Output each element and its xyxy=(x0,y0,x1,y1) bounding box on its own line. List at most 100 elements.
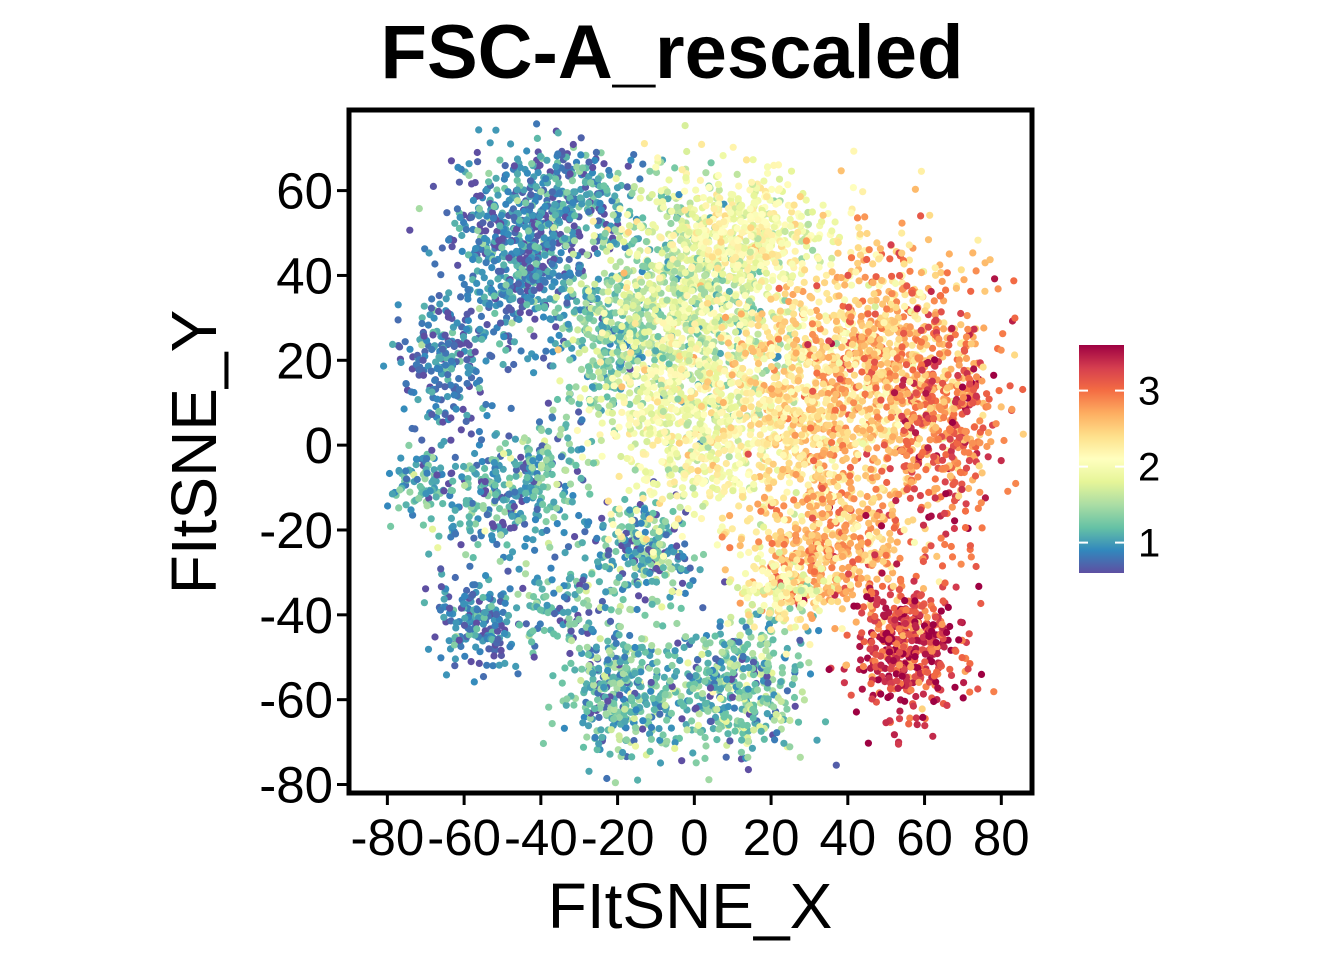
data-point xyxy=(647,410,656,418)
data-point xyxy=(716,622,724,631)
data-point xyxy=(405,441,413,449)
data-point xyxy=(659,343,667,351)
data-point xyxy=(447,514,455,523)
data-point xyxy=(699,436,707,444)
data-point xyxy=(797,212,806,220)
data-point xyxy=(536,606,545,614)
data-point xyxy=(539,313,548,321)
data-point xyxy=(714,248,723,256)
data-point xyxy=(483,321,491,329)
data-point xyxy=(601,349,609,357)
data-point xyxy=(754,216,762,224)
data-point xyxy=(481,608,489,617)
data-point xyxy=(569,199,577,207)
data-point xyxy=(544,241,552,249)
data-point xyxy=(668,354,676,362)
data-point xyxy=(515,621,524,629)
data-point xyxy=(491,481,499,489)
data-point xyxy=(574,228,583,236)
data-point xyxy=(528,638,536,646)
data-point xyxy=(459,333,468,341)
data-point xyxy=(749,714,757,722)
data-point xyxy=(827,261,835,269)
data-point xyxy=(739,652,747,661)
data-point xyxy=(427,515,435,523)
data-point xyxy=(702,238,711,246)
data-point xyxy=(595,191,603,199)
data-point xyxy=(437,271,445,279)
data-point xyxy=(658,249,666,257)
data-point xyxy=(500,333,508,341)
data-point xyxy=(513,186,521,194)
data-point xyxy=(600,683,608,691)
data-point xyxy=(559,608,567,617)
data-point xyxy=(756,641,764,649)
data-point xyxy=(564,320,572,328)
data-point xyxy=(678,334,686,342)
data-point xyxy=(585,208,593,216)
data-point xyxy=(463,411,471,419)
data-point xyxy=(586,490,594,498)
data-point xyxy=(445,289,453,297)
data-point xyxy=(630,183,638,191)
data-point xyxy=(604,697,612,705)
data-point xyxy=(732,292,740,300)
data-point xyxy=(537,426,546,434)
data-point xyxy=(464,285,472,294)
data-point xyxy=(749,156,757,164)
data-point xyxy=(595,383,603,391)
data-point xyxy=(625,523,633,531)
data-point xyxy=(696,372,704,380)
data-point xyxy=(639,450,648,458)
data-point xyxy=(488,209,496,217)
data-point xyxy=(621,717,629,726)
data-point xyxy=(439,500,447,508)
data-point xyxy=(407,506,415,514)
data-point xyxy=(515,565,523,573)
data-point xyxy=(497,531,505,539)
data-point xyxy=(658,363,666,371)
data-point xyxy=(549,406,557,414)
data-point xyxy=(548,576,556,584)
data-point xyxy=(519,584,527,593)
data-point xyxy=(482,227,490,235)
data-point xyxy=(591,733,599,742)
data-point xyxy=(504,188,512,196)
data-point xyxy=(505,480,513,488)
data-point xyxy=(668,207,676,215)
data-point xyxy=(512,662,520,671)
data-point xyxy=(718,648,726,656)
data-point xyxy=(444,309,452,317)
data-point xyxy=(465,513,473,521)
data-point xyxy=(402,475,411,483)
data-point xyxy=(487,286,495,294)
data-point xyxy=(561,513,569,521)
data-point xyxy=(697,402,706,410)
data-point xyxy=(456,350,464,358)
data-point xyxy=(583,643,591,651)
data-point xyxy=(602,588,610,596)
data-point xyxy=(640,476,649,484)
data-point xyxy=(436,354,444,363)
data-point xyxy=(531,315,539,323)
data-point xyxy=(456,520,464,528)
data-point xyxy=(627,443,635,451)
data-point xyxy=(488,352,496,360)
data-point xyxy=(697,454,706,462)
data-point xyxy=(794,718,803,726)
data-point xyxy=(471,348,479,356)
data-point xyxy=(541,202,549,211)
data-point xyxy=(696,176,705,184)
data-point xyxy=(429,331,437,339)
data-point xyxy=(506,554,514,562)
data-point xyxy=(447,157,455,165)
data-point xyxy=(664,651,673,659)
data-point xyxy=(602,710,610,718)
data-point xyxy=(425,550,433,558)
data-point xyxy=(553,504,561,512)
data-point xyxy=(633,605,641,614)
data-point xyxy=(615,472,623,480)
data-point xyxy=(659,203,668,212)
data-point xyxy=(499,496,507,504)
